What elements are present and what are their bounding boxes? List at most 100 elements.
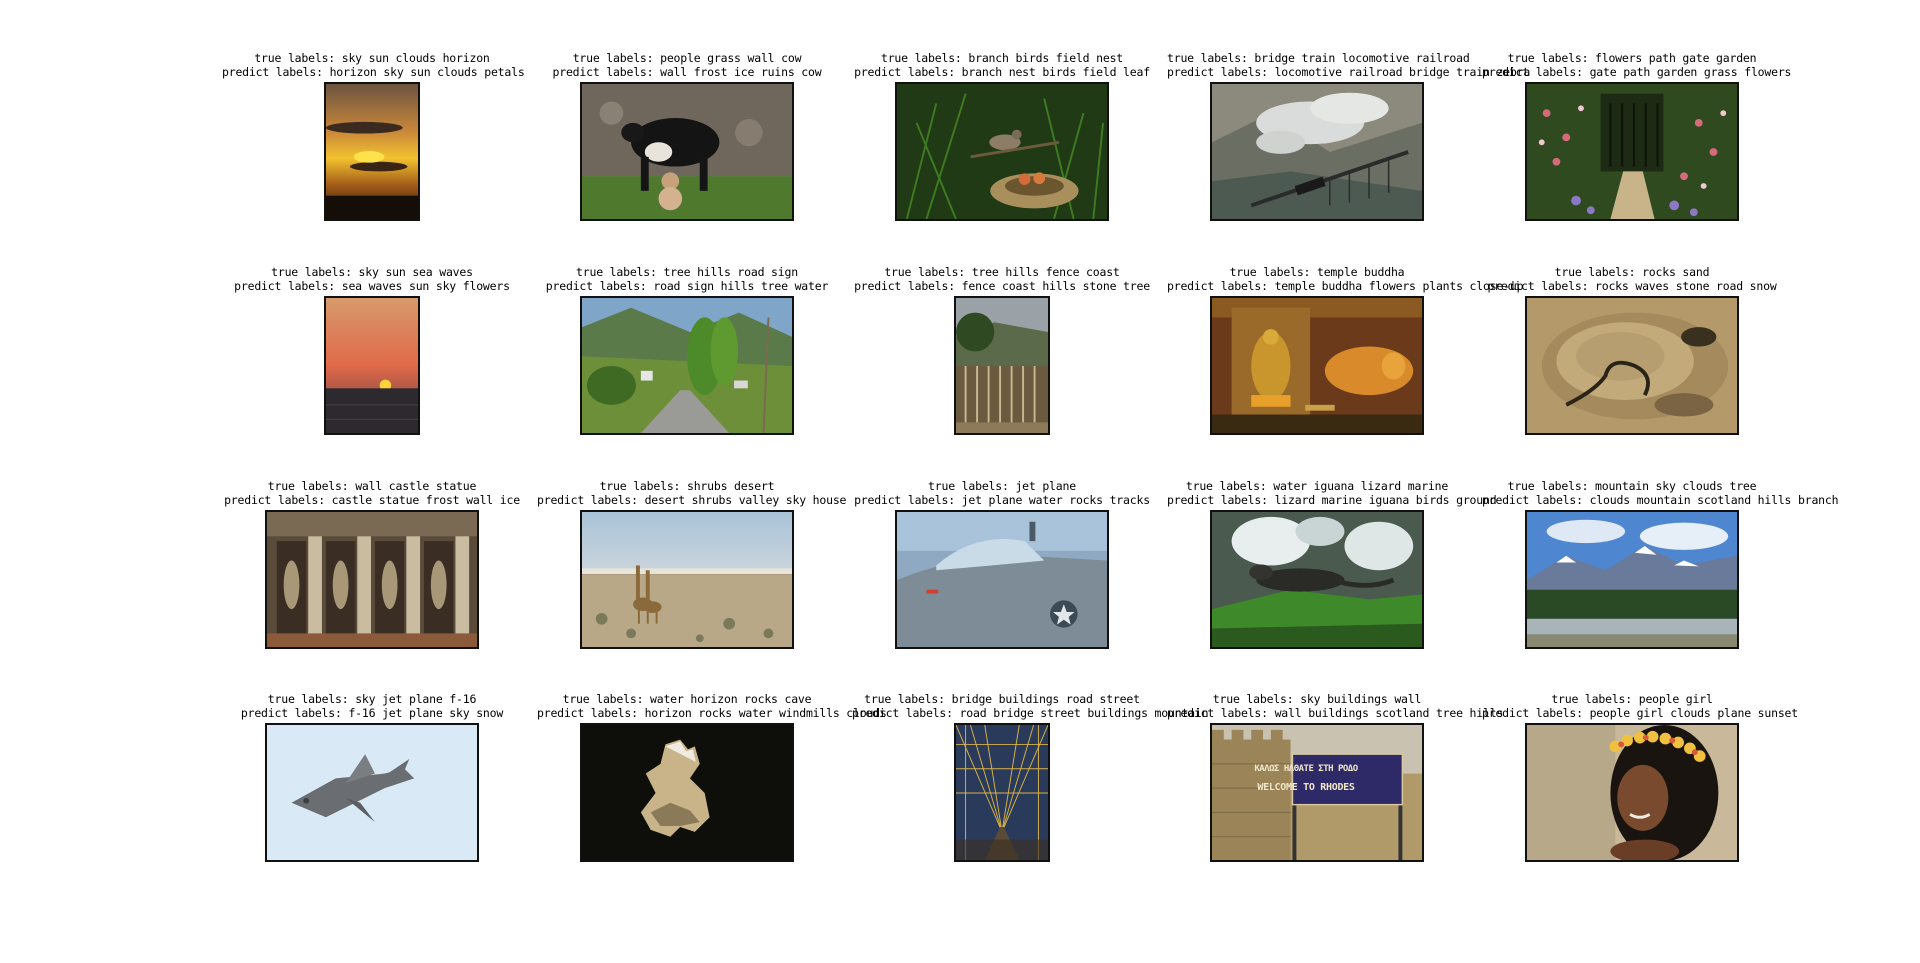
caption: true labels: branch birds field nest pre… [852, 51, 1152, 79]
steam-train-bridge-photo [1210, 82, 1424, 221]
predict-labels: predict labels: castle statue frost wall… [224, 492, 520, 507]
predict-labels: predict labels: horizon sky sun clouds p… [222, 64, 525, 79]
true-labels: true labels: temple buddha [1229, 265, 1405, 279]
predict-labels: predict labels: gate path garden grass f… [1482, 64, 1792, 79]
sea-sunset-photo [324, 296, 420, 435]
true-labels: true labels: wall castle statue [267, 479, 477, 493]
grid-cell: true labels: branch birds field nest pre… [852, 51, 1152, 257]
caption: true labels: people grass wall cow predi… [537, 51, 837, 79]
true-labels: true labels: sky jet plane f-16 [267, 692, 477, 706]
caption: true labels: water iguana lizard marine … [1167, 479, 1497, 507]
bird-nest-photo [895, 82, 1109, 221]
true-labels: true labels: jet plane [928, 479, 1076, 493]
fence-coast-photo [954, 296, 1050, 435]
caption: true labels: mountain sky clouds tree pr… [1482, 479, 1839, 507]
caption: true labels: tree hills road sign predic… [537, 265, 837, 293]
f16-sky-photo [265, 723, 479, 862]
buddha-temple-photo [1210, 296, 1424, 435]
grid-cell: true labels: flowers path gate garden pr… [1482, 51, 1792, 257]
sign-text-english: WELCOME TO RHODES [1257, 781, 1355, 793]
grid-cell: true labels: sky buildings wall predict … [1167, 692, 1504, 898]
caption: true labels: sky buildings wall predict … [1167, 692, 1504, 720]
true-labels: true labels: people girl [1551, 692, 1713, 706]
caption: true labels: people girl predict labels:… [1482, 692, 1798, 720]
true-labels: true labels: people grass wall cow [572, 51, 802, 65]
predict-labels: predict labels: wall buildings scotland … [1167, 705, 1504, 720]
predict-labels: predict labels: clouds mountain scotland… [1482, 492, 1839, 507]
garden-gate-photo [1525, 82, 1739, 221]
true-labels: true labels: bridge buildings road stree… [864, 692, 1140, 706]
cave-opening-photo [580, 723, 794, 862]
predict-labels: predict labels: road bridge street build… [852, 705, 1209, 720]
caption: true labels: flowers path gate garden pr… [1482, 51, 1792, 79]
caption: true labels: jet plane predict labels: j… [852, 479, 1152, 507]
country-road-photo [580, 296, 794, 435]
grid-cell: true labels: temple buddha predict label… [1167, 265, 1524, 471]
predict-labels: predict labels: rocks waves stone road s… [1487, 278, 1777, 293]
marine-iguana-photo [1210, 510, 1424, 649]
true-labels: true labels: mountain sky clouds tree [1507, 479, 1757, 493]
caption: true labels: sky sun clouds horizon pred… [222, 51, 525, 79]
sign-text-greek: ΚΑΛΩΣ ΗΛΘΑΤΕ ΣΤΗ ΡΟΔΟ [1254, 763, 1358, 774]
true-labels: true labels: sky sun sea waves [271, 265, 473, 279]
predict-labels: predict labels: f-16 jet plane sky snow [240, 705, 504, 720]
sunset-clouds-photo [324, 82, 420, 221]
grid-cell: true labels: people grass wall cow predi… [537, 51, 837, 257]
rhodes-welcome-sign: ΚΑΛΩΣ ΗΛΘΑΤΕ ΣΤΗ ΡΟΔΟ WELCOME TO RHODES [1252, 753, 1360, 803]
true-labels: true labels: branch birds field nest [880, 51, 1124, 65]
grid-cell: true labels: water iguana lizard marine … [1167, 479, 1497, 685]
caption: true labels: tree hills fence coast pred… [852, 265, 1152, 293]
predict-labels: predict labels: wall frost ice ruins cow [552, 64, 822, 79]
grid-cell: true labels: sky sun sea waves predict l… [222, 265, 522, 471]
grid-cell: true labels: mountain sky clouds tree pr… [1482, 479, 1839, 685]
true-labels: true labels: flowers path gate garden [1507, 51, 1757, 65]
true-labels: true labels: tree hills road sign [576, 265, 798, 279]
grid-cell: true labels: tree hills road sign predic… [537, 265, 837, 471]
true-labels: true labels: rocks sand [1554, 265, 1710, 279]
grid-cell: true labels: shrubs desert predict label… [537, 479, 847, 685]
grid-cell: true labels: tree hills fence coast pred… [852, 265, 1152, 471]
caption: true labels: temple buddha predict label… [1167, 265, 1524, 293]
grid-cell: true labels: water horizon rocks cave pr… [537, 692, 887, 898]
giraffes-desert-photo [580, 510, 794, 649]
jet-cockpit-photo [895, 510, 1109, 649]
grid-cell: true labels: people girl predict labels:… [1482, 692, 1798, 898]
true-labels: true labels: sky buildings wall [1212, 692, 1422, 706]
grid-cell: true labels: sky jet plane f-16 predict … [222, 692, 522, 898]
predict-labels: predict labels: desert shrubs valley sky… [537, 492, 847, 507]
grid-cell: true labels: wall castle statue predict … [222, 479, 522, 685]
predict-labels: predict labels: locomotive railroad brid… [1167, 64, 1531, 79]
suspension-bridge-photo [954, 723, 1050, 862]
grid-cell: true labels: jet plane predict labels: j… [852, 479, 1152, 685]
predict-labels: predict labels: jet plane water rocks tr… [854, 492, 1150, 507]
grid-cell: true labels: sky sun clouds horizon pred… [222, 51, 525, 257]
sand-rocks-photo [1525, 296, 1739, 435]
true-labels: true labels: water horizon rocks cave [562, 692, 812, 706]
predict-labels: predict labels: temple buddha flowers pl… [1167, 278, 1524, 293]
caption: true labels: sky jet plane f-16 predict … [222, 692, 522, 720]
caption: true labels: wall castle statue predict … [222, 479, 522, 507]
mountain-forest-photo [1525, 510, 1739, 649]
predict-labels: predict labels: horizon rocks water wind… [537, 705, 887, 720]
cow-milking-photo [580, 82, 794, 221]
grid-cell: true labels: bridge train locomotive rai… [1167, 51, 1531, 257]
predict-labels: predict labels: fence coast hills stone … [854, 278, 1150, 293]
caption: true labels: shrubs desert predict label… [537, 479, 847, 507]
predict-labels: predict labels: road sign hills tree wat… [545, 278, 829, 293]
caption: true labels: sky sun sea waves predict l… [222, 265, 522, 293]
predict-labels: predict labels: sea waves sun sky flower… [234, 278, 510, 293]
grid-cell: true labels: rocks sand predict labels: … [1482, 265, 1782, 471]
girl-flowers-photo [1525, 723, 1739, 862]
caption: true labels: rocks sand predict labels: … [1482, 265, 1782, 293]
grid-cell: true labels: bridge buildings road stree… [852, 692, 1209, 898]
castle-statues-photo [265, 510, 479, 649]
caption: true labels: bridge buildings road stree… [852, 692, 1209, 720]
predict-labels: predict labels: lizard marine iguana bir… [1167, 492, 1497, 507]
true-labels: true labels: sky sun clouds horizon [254, 51, 490, 65]
true-labels: true labels: bridge train locomotive rai… [1167, 51, 1470, 65]
true-labels: true labels: shrubs desert [599, 479, 775, 493]
true-labels: true labels: tree hills fence coast [884, 265, 1120, 279]
predict-labels: predict labels: branch nest birds field … [854, 64, 1150, 79]
caption: true labels: water horizon rocks cave pr… [537, 692, 887, 720]
